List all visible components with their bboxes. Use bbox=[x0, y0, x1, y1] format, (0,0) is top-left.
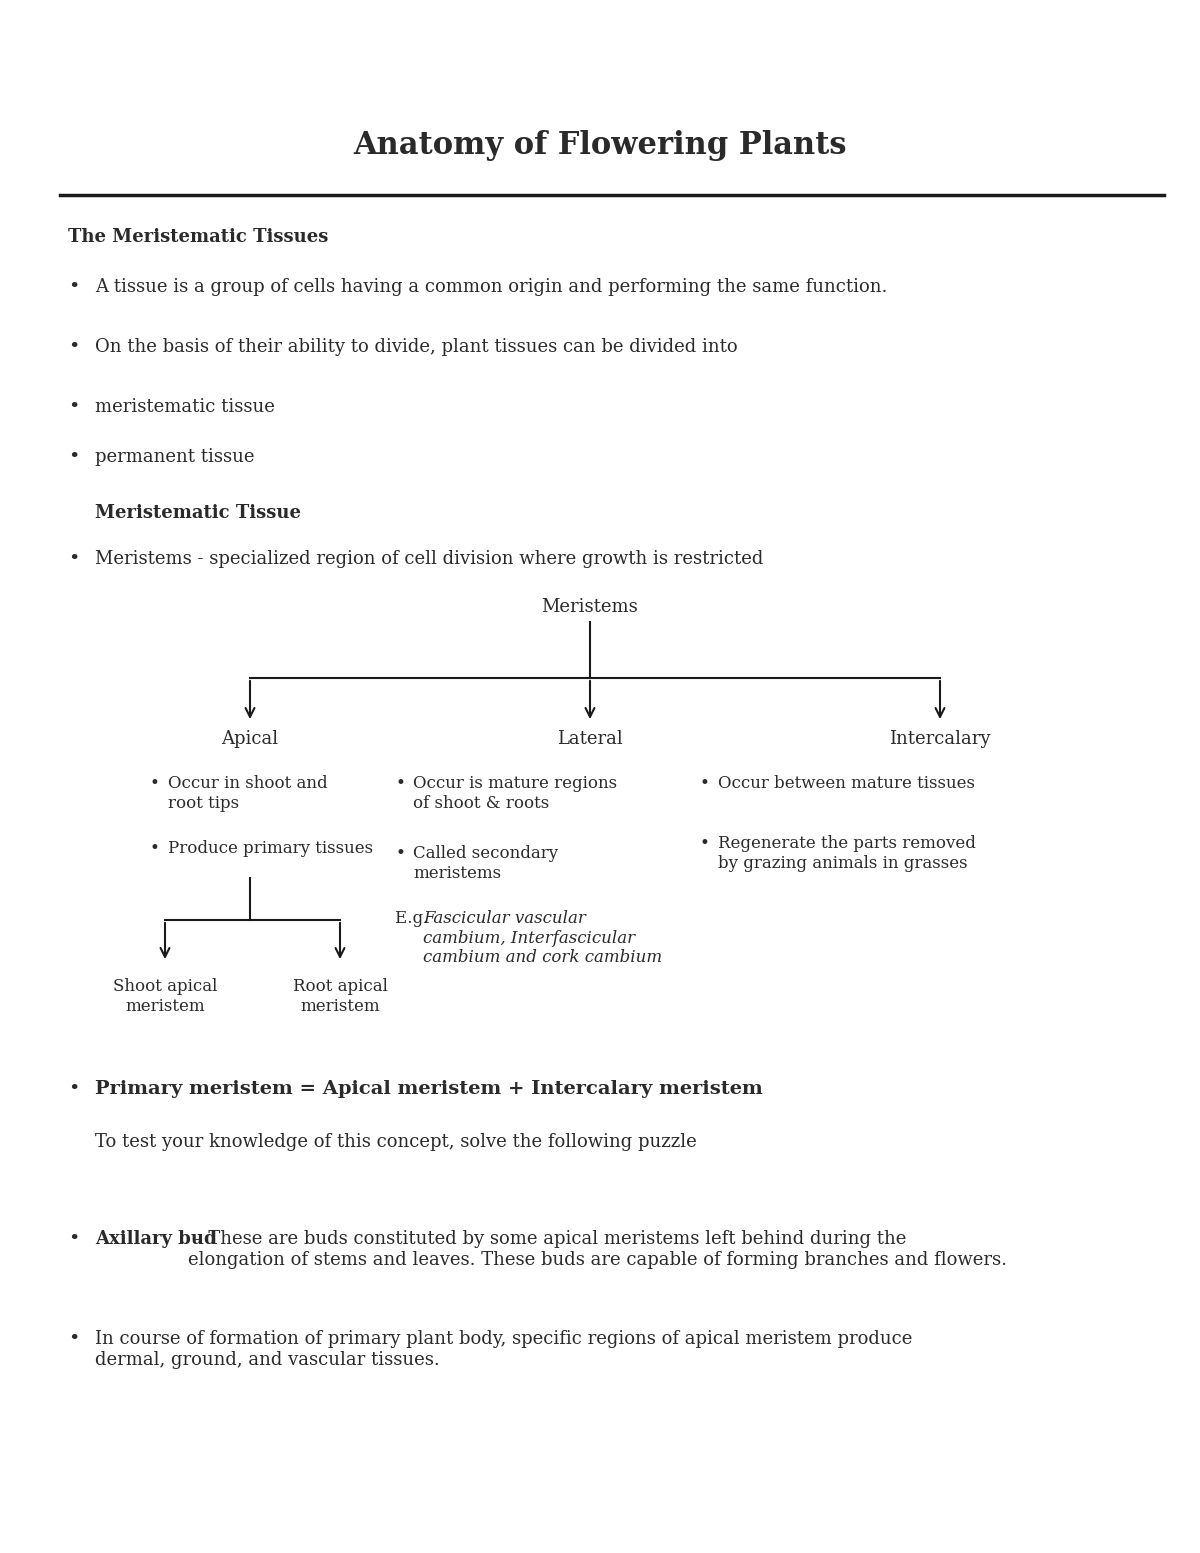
Text: Called secondary
meristems: Called secondary meristems bbox=[413, 845, 558, 882]
Text: Intercalary: Intercalary bbox=[889, 730, 991, 749]
Text: Shoot apical
meristem: Shoot apical meristem bbox=[113, 978, 217, 1014]
Text: – These are buds constituted by some apical meristems left behind during the
elo: – These are buds constituted by some api… bbox=[188, 1230, 1007, 1269]
Text: Anatomy of Flowering Plants: Anatomy of Flowering Plants bbox=[353, 130, 847, 162]
Text: Meristems - specialized region of cell division where growth is restricted: Meristems - specialized region of cell d… bbox=[95, 550, 763, 568]
Text: On the basis of their ability to divide, plant tissues can be divided into: On the basis of their ability to divide,… bbox=[95, 339, 738, 356]
Text: •: • bbox=[68, 1329, 79, 1348]
Text: •: • bbox=[395, 845, 404, 862]
Text: Meristematic Tissue: Meristematic Tissue bbox=[95, 505, 301, 522]
Text: •: • bbox=[700, 775, 710, 792]
Text: E.g.: E.g. bbox=[395, 910, 433, 927]
Text: •: • bbox=[68, 398, 79, 416]
Text: Root apical
meristem: Root apical meristem bbox=[293, 978, 388, 1014]
Text: Lateral: Lateral bbox=[557, 730, 623, 749]
Text: Occur in shoot and
root tips: Occur in shoot and root tips bbox=[168, 775, 328, 812]
Text: permanent tissue: permanent tissue bbox=[95, 447, 254, 466]
Text: •: • bbox=[150, 840, 160, 857]
Text: •: • bbox=[68, 339, 79, 356]
Text: •: • bbox=[68, 1230, 79, 1249]
Text: Meristems: Meristems bbox=[541, 598, 638, 617]
Text: A tissue is a group of cells having a common origin and performing the same func: A tissue is a group of cells having a co… bbox=[95, 278, 887, 297]
Text: The Meristematic Tissues: The Meristematic Tissues bbox=[68, 228, 329, 245]
Text: meristematic tissue: meristematic tissue bbox=[95, 398, 275, 416]
Text: Primary meristem = Apical meristem + Intercalary meristem: Primary meristem = Apical meristem + Int… bbox=[95, 1079, 763, 1098]
Text: Occur is mature regions
of shoot & roots: Occur is mature regions of shoot & roots bbox=[413, 775, 617, 812]
Text: To test your knowledge of this concept, solve the following puzzle: To test your knowledge of this concept, … bbox=[95, 1134, 697, 1151]
Text: Fascicular vascular
cambium, Interfascicular
cambium and cork cambium: Fascicular vascular cambium, Interfascic… bbox=[424, 910, 662, 966]
Text: •: • bbox=[68, 1079, 79, 1098]
Text: •: • bbox=[700, 836, 710, 853]
Text: •: • bbox=[150, 775, 160, 792]
Text: •: • bbox=[68, 550, 79, 568]
Text: •: • bbox=[68, 447, 79, 466]
Text: •: • bbox=[68, 278, 79, 297]
Text: Occur between mature tissues: Occur between mature tissues bbox=[718, 775, 976, 792]
Text: Apical: Apical bbox=[222, 730, 278, 749]
Text: •: • bbox=[395, 775, 404, 792]
Text: Axillary bud: Axillary bud bbox=[95, 1230, 217, 1249]
Text: Regenerate the parts removed
by grazing animals in grasses: Regenerate the parts removed by grazing … bbox=[718, 836, 976, 871]
Text: Produce primary tissues: Produce primary tissues bbox=[168, 840, 373, 857]
Text: In course of formation of primary plant body, specific regions of apical meriste: In course of formation of primary plant … bbox=[95, 1329, 912, 1368]
